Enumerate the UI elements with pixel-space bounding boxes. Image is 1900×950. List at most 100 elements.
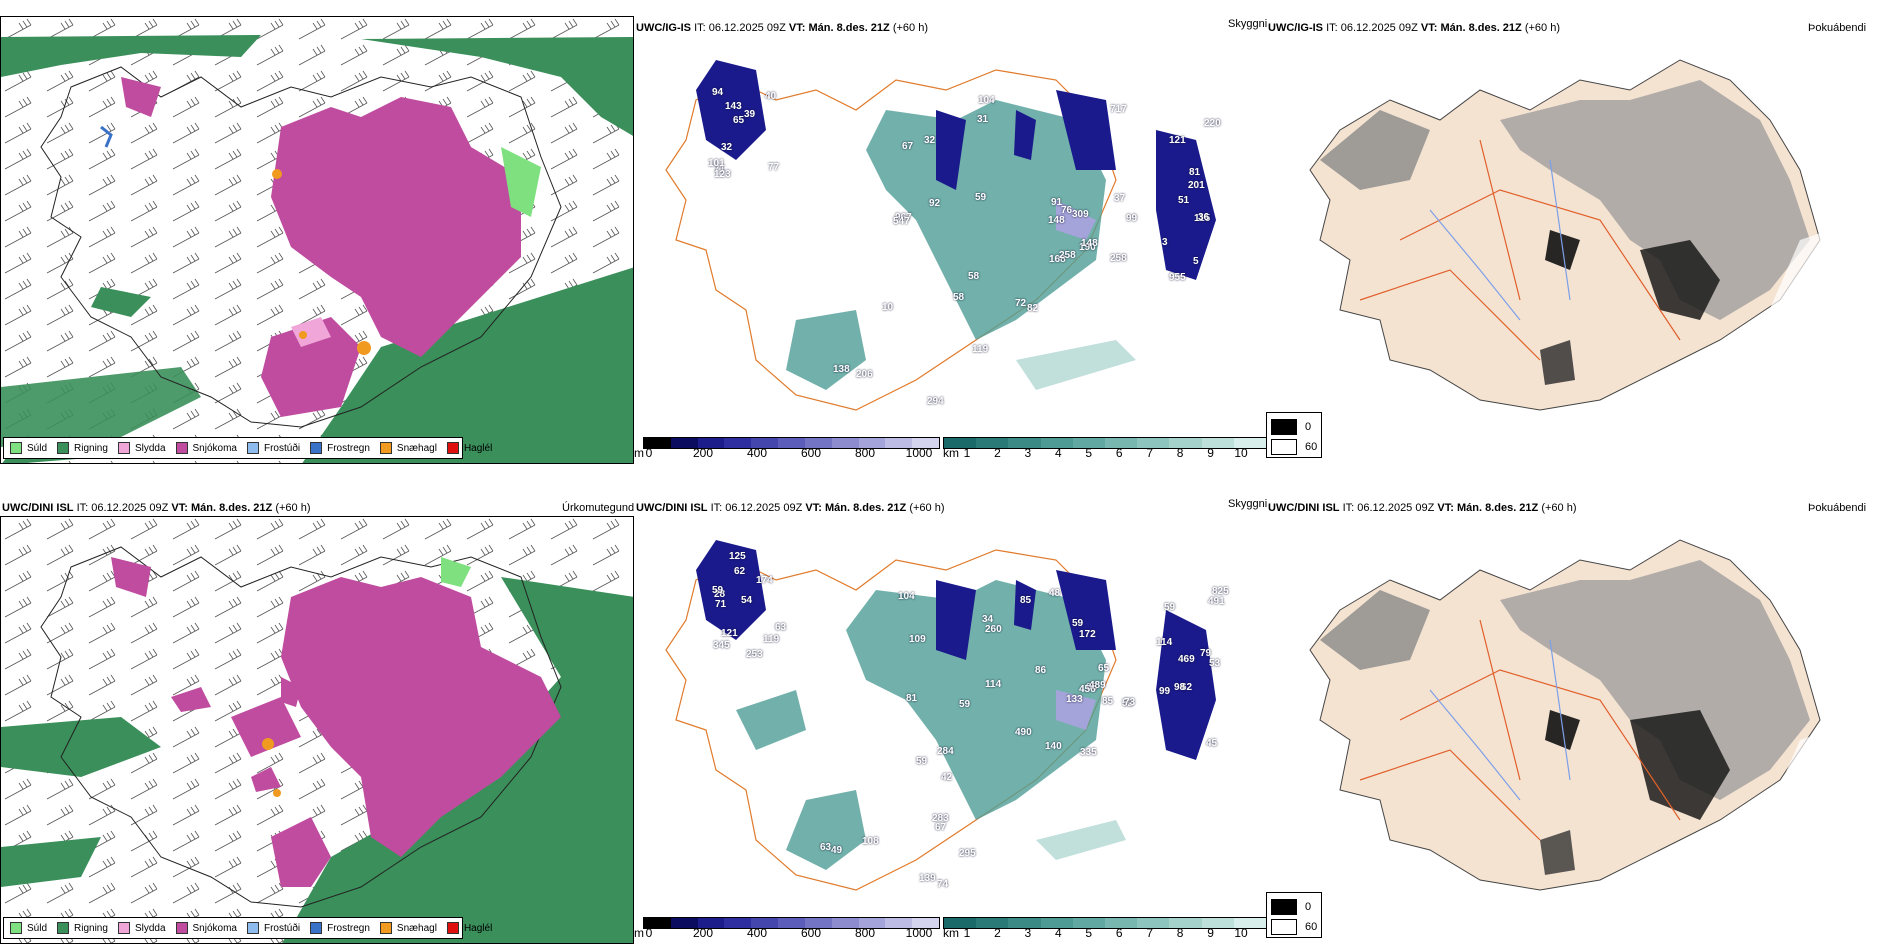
precip-legend-top: Súld Rigning Slydda Snjókoma Frostúði Frostre… [3, 437, 492, 459]
legend-item: Snjókoma [175, 442, 237, 454]
colorbar-segment [885, 918, 913, 928]
vis-colorbar-m-top [643, 437, 940, 449]
vis-value-label: 955 [1169, 272, 1186, 283]
legend-swatch [57, 922, 70, 934]
vis-value-label: 37 [1114, 193, 1126, 204]
vis-value-label: 67 [902, 141, 914, 152]
colorbar-tick: 1000 [905, 926, 933, 940]
map-fog-top[interactable] [1300, 40, 1860, 440]
colorbar-segment [944, 918, 977, 928]
vis-value-label: 62 [1181, 682, 1193, 693]
panel-title-vis-bottom: Skyggni [1228, 498, 1268, 510]
vis-value-label: 206 [856, 369, 873, 380]
colorbar-segment [804, 438, 832, 448]
vis-value-label: 65 [733, 115, 745, 126]
legend-label: Snjókoma [192, 922, 237, 934]
legend-label: Súld [27, 442, 48, 454]
legend-label: Frostúði [263, 922, 301, 934]
colorbar-segment [858, 438, 886, 448]
colorbar-segment [778, 918, 805, 928]
vis-value-label: 345 [713, 640, 730, 651]
vis-value-label: 119 [972, 344, 989, 355]
vis-value-label: 469 [1178, 654, 1195, 665]
vis-value-label: 51 [1178, 195, 1190, 206]
map-fog-bottom[interactable] [1300, 520, 1860, 920]
colorbar-tick: 400 [746, 446, 768, 460]
vis-value-label: 71 [714, 164, 726, 175]
colorbar-segment [1169, 918, 1202, 928]
colorbar-tick: 600 [800, 446, 822, 460]
vis-value-label: 456 [1079, 684, 1096, 695]
vis-colorbar-km-top [943, 437, 1267, 449]
legend-swatch [10, 922, 22, 934]
colorbar-segment [751, 918, 779, 928]
legend-item: Haglél [446, 922, 492, 934]
colorbar-tick: 2 [994, 446, 1001, 460]
legend-swatch [246, 442, 259, 454]
panel-title-precip-bottom: Úrkomutegund [562, 502, 635, 514]
vis-colorbar-m-bottom [643, 917, 940, 929]
precip-map-svg-top [1, 17, 633, 463]
panel-title-fog-bottom: Þokuábendi [1808, 502, 1867, 514]
map-precip-type-top[interactable]: Súld Rigning Slydda Snjókoma Frostúði Frostre… [0, 16, 634, 464]
vis-value-label: 190 [1079, 242, 1096, 253]
vis-value-label: 168 [1049, 254, 1066, 265]
vis-value-label: 39 [744, 109, 756, 120]
header-precip-bottom: UWC/DINI ISL IT: 06.12.2025 09Z VT: Mán.… [2, 502, 311, 514]
vis-value-label: 284 [937, 746, 954, 757]
vis-value-label: 85 [1102, 696, 1114, 707]
legend-item: Slydda [117, 922, 166, 934]
vis-value-label: 49 [831, 845, 843, 856]
vis-value-label: 119 [763, 634, 780, 645]
map-visibility-top[interactable]: 77 67 37 51 58 71 31 76 3 10 101 92 91 81 119 94 104 99 11… [636, 40, 1266, 440]
legend-swatch [10, 442, 22, 454]
colorbar-segment [1072, 438, 1106, 448]
colorbar-segment [976, 438, 1009, 448]
vis-value-label: 81 [906, 693, 918, 704]
vis-value-label: 258 [1110, 253, 1127, 264]
row-top: UWC/IG-IS IT: 06.12.2025 09Z VT: Mán. 8.… [0, 16, 1867, 464]
vis-value-label: 48 [1049, 588, 1061, 599]
legend-label: Súld [27, 922, 48, 934]
colorbar-tick: 800 [854, 446, 876, 460]
fog-swatch-low [1271, 919, 1297, 935]
legend-swatch [175, 442, 188, 454]
colorbar-tick: 6 [1115, 446, 1123, 460]
panel-title-fog-top: Þokuábendi [1808, 22, 1867, 34]
colorbar-tick: 1000 [905, 446, 933, 460]
vis-value-label: 125 [729, 551, 746, 562]
map-visibility-bottom[interactable]: 125 48 52 62 67 71 104 95 99 42 54 81 86 98 74 253 114 65… [636, 520, 1266, 920]
vis-value-label: 72 [1015, 298, 1027, 309]
fog-map-svg-top [1309, 59, 1860, 411]
vis-value-label: 42 [941, 772, 953, 783]
colorbar-segment [1137, 918, 1170, 928]
legend-label: Rigning [74, 922, 108, 934]
vis-value-label: 59 [1072, 618, 1084, 629]
legend-item: Frostúði [246, 442, 300, 454]
legend-swatch [379, 442, 392, 454]
vis-value-label: 335 [1080, 747, 1097, 758]
vis-value-label: 114 [985, 679, 1002, 690]
legend-swatch [246, 922, 259, 934]
legend-label: Rigning [74, 442, 108, 454]
header-fog-top: UWC/IG-IS IT: 06.12.2025 09Z VT: Mán. 8.… [1268, 22, 1560, 34]
vis-value-label: 489 [1089, 680, 1106, 691]
vis-value-label: 148 [1081, 238, 1098, 249]
vis-value-label: 294 [927, 396, 944, 407]
colorbar-segment [724, 918, 752, 928]
vis-value-label: 53 [1209, 658, 1221, 669]
vis-value-label: 34 [982, 614, 994, 625]
colorbar-tick: 6 [1115, 926, 1123, 940]
vis-value-label: 58 [953, 292, 965, 303]
vis-value-label: 59 [975, 192, 987, 203]
vis-value-label: 547 [893, 216, 910, 227]
vis-value-label: 5 [1193, 256, 1199, 267]
vis-value-label: 74 [937, 879, 949, 890]
vis-value-label: 91 [1051, 197, 1063, 208]
legend-label: Frostregn [327, 922, 370, 934]
vis-value-label: 52 [1122, 698, 1134, 709]
vis-value-label: 108 [862, 836, 879, 847]
vis-unit-km-top: km [943, 446, 959, 460]
map-precip-type-bottom[interactable]: Súld Rigning Slydda Snjókoma Frostúði Frostre… [0, 516, 634, 944]
legend-swatch [446, 922, 459, 934]
